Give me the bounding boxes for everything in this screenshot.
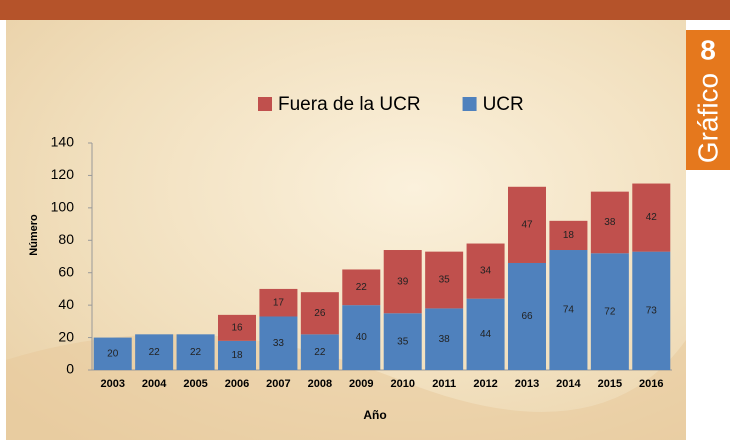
x-axis-label: Año <box>363 408 386 422</box>
y-axis-label: Número <box>28 214 40 256</box>
value-label: 38 <box>604 217 616 228</box>
value-label: 35 <box>397 336 409 347</box>
value-label: 20 <box>107 348 119 359</box>
x-tick-label: 2013 <box>515 378 539 390</box>
value-label: 35 <box>439 275 451 286</box>
x-tick-label: 2012 <box>473 378 497 390</box>
x-tick-label: 2015 <box>598 378 622 390</box>
value-label: 66 <box>521 311 533 322</box>
value-label: 38 <box>439 334 451 345</box>
page: 8 Gráfico Número Año 0 20 40 60 80 100 120 140 F… <box>0 0 730 444</box>
y-tick-label: 0 <box>66 361 74 377</box>
legend-swatch <box>463 97 477 111</box>
x-tick-label: 2016 <box>639 378 663 390</box>
value-label: 74 <box>563 305 575 316</box>
x-tick-label: 2004 <box>142 378 167 390</box>
y-tick-label: 80 <box>58 231 74 247</box>
x-tick-label: 2008 <box>308 378 332 390</box>
x-tick-label: 2003 <box>100 378 124 390</box>
value-label: 17 <box>273 297 285 308</box>
y-tick-label: 120 <box>51 166 75 182</box>
value-label: 22 <box>190 347 202 358</box>
value-label: 72 <box>604 306 616 317</box>
value-label: 22 <box>314 347 326 358</box>
y-tick-label: 40 <box>58 296 74 312</box>
x-tick-label: 2014 <box>556 378 581 390</box>
legend-swatch <box>258 97 272 111</box>
x-tick-label: 2005 <box>183 378 207 390</box>
legend-label: Fuera de la UCR <box>278 94 421 115</box>
y-tick-label: 20 <box>58 328 74 344</box>
x-tick-label: 2010 <box>390 378 414 390</box>
x-tick-label: 2006 <box>225 378 249 390</box>
value-label: 40 <box>356 332 368 343</box>
value-label: 44 <box>480 329 492 340</box>
y-tick-label: 60 <box>58 263 74 279</box>
chart: 8 Gráfico Número Año 0 20 40 60 80 100 120 140 F… <box>0 0 730 444</box>
value-label: 33 <box>273 338 285 349</box>
value-label: 22 <box>149 347 161 358</box>
y-tick-label: 140 <box>51 134 75 150</box>
x-tick-label: 2011 <box>432 378 456 390</box>
value-label: 34 <box>480 266 492 277</box>
badge-number: 8 <box>700 34 716 65</box>
badge-label: Gráfico <box>692 73 723 163</box>
x-tick-label: 2007 <box>266 378 290 390</box>
top-bar <box>0 0 730 20</box>
x-tick-label: 2009 <box>349 378 373 390</box>
value-label: 47 <box>521 220 533 231</box>
value-label: 26 <box>314 308 326 319</box>
value-label: 42 <box>646 212 658 223</box>
legend-label: UCR <box>483 94 524 115</box>
value-label: 16 <box>231 322 243 333</box>
value-label: 22 <box>356 282 368 293</box>
value-label: 39 <box>397 276 409 287</box>
value-label: 18 <box>563 230 575 241</box>
value-label: 18 <box>231 350 243 361</box>
value-label: 73 <box>646 305 658 316</box>
y-tick-label: 100 <box>51 199 75 215</box>
